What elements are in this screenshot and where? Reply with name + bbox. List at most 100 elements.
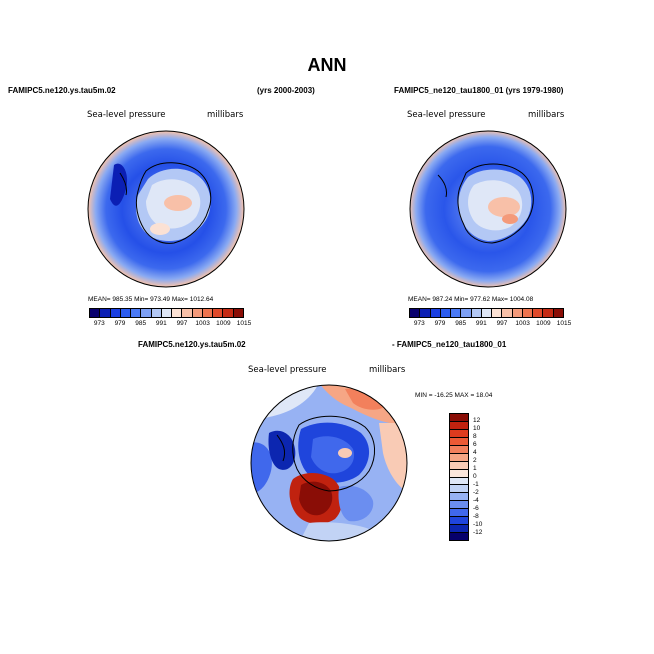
colorbar-swatch	[213, 309, 224, 317]
colorbar-swatch	[450, 533, 468, 540]
colorbar-swatch	[450, 477, 468, 486]
colorbar-tick-label: 1009	[216, 320, 231, 327]
case-label-right: FAMIPC5_ne120_tau1800_01 (yrs 1979-1980)	[394, 86, 564, 95]
colorbar-tick-label: 1003	[515, 320, 530, 327]
colorbar-swatch	[233, 309, 243, 317]
colorbar-swatch	[110, 309, 121, 317]
colorbar-swatch	[131, 309, 142, 317]
colorbar-tick-label: 1015	[236, 320, 252, 327]
colorbar-swatch	[450, 525, 468, 534]
colorbar-swatch	[450, 493, 468, 502]
colorbar-difference-ticks: 12 10 8 6 4 2 1 0 -1 -2 -4 -6 -8 -10 -12	[473, 413, 503, 541]
colorbar-swatch	[512, 309, 523, 317]
colorbar-right	[409, 308, 564, 318]
stats-left: MEAN= 985.35 Min= 973.49 Max= 1012.64	[88, 296, 214, 303]
colorbar-tick-label: 973	[93, 320, 105, 327]
colorbar-swatch	[461, 309, 472, 317]
colorbar-swatch	[410, 309, 421, 317]
colorbar-tick-label: -2	[473, 488, 479, 496]
colorbar-tick-label: 985	[455, 320, 467, 327]
stats-right: MEAN= 987.24 Min= 977.62 Max= 1004.08	[408, 296, 534, 303]
colorbar-swatch	[450, 485, 468, 494]
colorbar-swatch	[492, 309, 503, 317]
colorbar-swatch	[450, 445, 468, 454]
colorbar-swatch	[502, 309, 513, 317]
colorbar-swatch	[450, 469, 468, 478]
units-label: millibars	[528, 110, 565, 120]
colorbar-tick-label: -10	[473, 520, 483, 528]
colorbar-tick-label: -8	[473, 512, 479, 520]
colorbar-tick-label: -4	[473, 496, 479, 504]
colorbar-tick-label: 991	[475, 320, 487, 327]
years-label-left: (yrs 2000-2003)	[257, 86, 315, 95]
colorbar-swatch	[450, 501, 468, 510]
colorbar-swatch	[450, 517, 468, 526]
colorbar-tick-label: 10	[473, 424, 481, 432]
colorbar-tick-label: 0	[473, 472, 477, 480]
colorbar-tick-label: 8	[473, 432, 477, 440]
colorbar-swatch	[440, 309, 452, 317]
diff-case-label-left: FAMIPC5.ne120.ys.tau5m.02	[138, 340, 246, 349]
colorbar-tick-label: 997	[496, 320, 508, 327]
variable-label: Sea-level pressure	[248, 365, 327, 375]
colorbar-tick-label: 1009	[536, 320, 551, 327]
colorbar-swatch	[553, 309, 563, 317]
colorbar-swatch	[90, 309, 101, 317]
colorbar-tick-label: 979	[434, 320, 446, 327]
colorbar-tick-label: -12	[473, 528, 483, 536]
variable-label: Sea-level pressure	[87, 110, 166, 120]
colorbar-tick-label: 2	[473, 456, 477, 464]
colorbar-tick-label: 973	[413, 320, 425, 327]
diff-case-label-right: - FAMIPC5_ne120_tau1800_01	[392, 340, 507, 349]
colorbar-tick-label: -1	[473, 480, 479, 488]
colorbar-swatch	[522, 309, 534, 317]
colorbar-swatch	[223, 309, 234, 317]
colorbar-left	[89, 308, 244, 318]
colorbar-swatch	[450, 429, 468, 438]
colorbar-tick-label: 6	[473, 440, 477, 448]
page-title: ANN	[307, 55, 347, 75]
colorbar-swatch	[481, 309, 493, 317]
colorbar-tick-label: 1015	[556, 320, 572, 327]
colorbar-swatch	[471, 309, 482, 317]
colorbar-swatch	[533, 309, 544, 317]
colorbar-swatch	[450, 414, 468, 422]
diff-stats: MIN = -16.25 MAX = 18.04	[415, 392, 493, 399]
colorbar-swatch	[450, 437, 468, 446]
colorbar-tick-label: 979	[114, 320, 126, 327]
colorbar-swatch	[151, 309, 162, 317]
colorbar-swatch	[543, 309, 554, 317]
colorbar-swatch	[202, 309, 214, 317]
colorbar-difference	[449, 413, 469, 541]
colorbar-tick-label: 1003	[195, 320, 210, 327]
polar-map-control	[87, 130, 245, 288]
case-label-left: FAMIPC5.ne120.ys.tau5m.02	[8, 86, 116, 95]
colorbar-swatch	[182, 309, 193, 317]
colorbar-right-ticks: 973 979 985 991 997 1003 1009 1015	[409, 320, 571, 330]
variable-label: Sea-level pressure	[407, 110, 486, 120]
colorbar-left-ticks: 973 979 985 991 997 1003 1009 1015	[89, 320, 251, 330]
colorbar-tick-label: 991	[155, 320, 167, 327]
units-label: millibars	[207, 110, 244, 120]
colorbar-swatch	[451, 309, 462, 317]
colorbar-tick-label: 985	[135, 320, 147, 327]
colorbar-swatch	[450, 461, 468, 470]
colorbar-swatch	[430, 309, 441, 317]
units-label: millibars	[369, 365, 406, 375]
colorbar-swatch	[450, 421, 468, 430]
polar-map-test	[409, 130, 567, 288]
colorbar-tick-label: 4	[473, 448, 477, 456]
colorbar-tick-label: 1	[473, 464, 477, 472]
colorbar-swatch	[420, 309, 431, 317]
colorbar-swatch	[141, 309, 152, 317]
colorbar-swatch	[120, 309, 132, 317]
polar-map-difference	[250, 384, 408, 542]
colorbar-swatch	[100, 309, 111, 317]
colorbar-swatch	[161, 309, 173, 317]
colorbar-swatch	[450, 509, 468, 518]
colorbar-swatch	[192, 309, 203, 317]
colorbar-tick-label: 12	[473, 416, 481, 424]
colorbar-swatch	[450, 453, 468, 462]
colorbar-swatch	[172, 309, 183, 317]
colorbar-tick-label: 997	[176, 320, 188, 327]
